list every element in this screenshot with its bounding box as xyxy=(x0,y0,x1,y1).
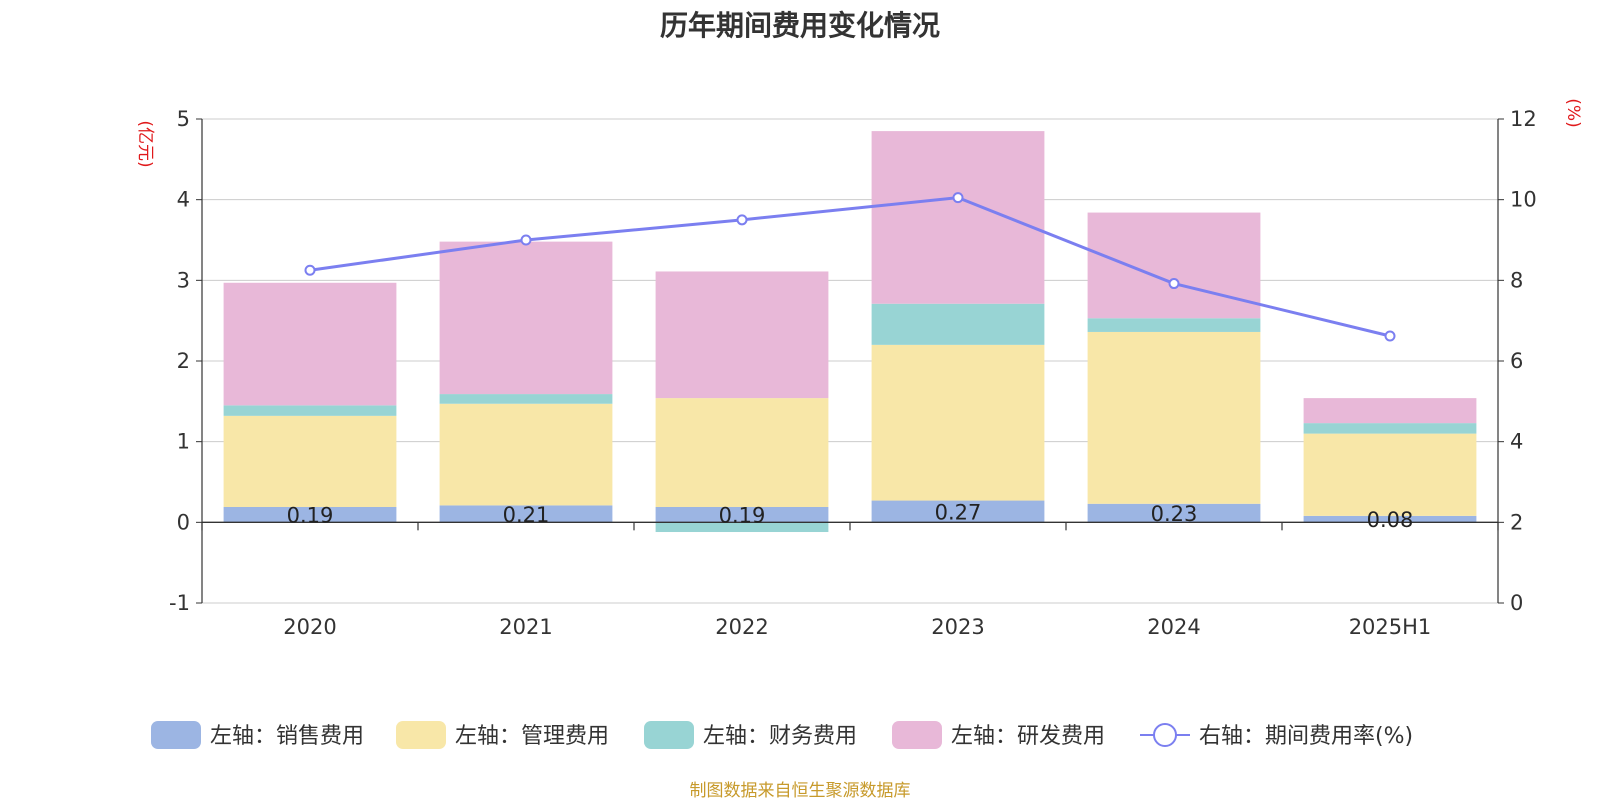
data-label: 0.23 xyxy=(1151,502,1198,526)
left-axis-tick-label: 2 xyxy=(177,349,190,373)
rate-point xyxy=(304,264,316,276)
bar-segment xyxy=(223,507,397,523)
legend-swatch xyxy=(396,721,446,749)
right-axis-tick-label: 10 xyxy=(1510,188,1537,212)
bar-segment xyxy=(655,522,829,533)
rate-point xyxy=(952,192,964,204)
legend-swatch xyxy=(892,721,942,749)
legend-swatch xyxy=(151,721,201,749)
data-label: 0.21 xyxy=(503,503,550,527)
right-axis-unit: (%) xyxy=(1563,98,1583,127)
legend-label: 左轴：管理费用 xyxy=(455,724,609,749)
bar-segment xyxy=(871,303,1045,345)
legend-item: 左轴：研发费用 xyxy=(892,721,1105,749)
legend-swatch xyxy=(644,721,694,749)
right-axis-tick-label: 8 xyxy=(1510,268,1523,292)
rate-point xyxy=(736,214,748,226)
right-axis-tick-label: 4 xyxy=(1510,430,1523,454)
data-label: 0.19 xyxy=(287,504,334,528)
bar-segment xyxy=(439,394,613,404)
bar-segment xyxy=(1303,433,1477,516)
source-footer: 制图数据来自恒生聚源数据库 xyxy=(689,781,911,801)
bar-segment xyxy=(1087,503,1261,523)
bar-segment xyxy=(1087,212,1261,319)
x-axis-tick-label: 2021 xyxy=(499,615,552,639)
data-label: 0.27 xyxy=(935,500,982,524)
left-axis-unit: (亿元) xyxy=(135,120,155,167)
bar-segment xyxy=(223,282,397,406)
legend-label: 右轴：期间费用率(%) xyxy=(1199,724,1413,749)
legend-item: 左轴：销售费用 xyxy=(151,721,364,749)
left-axis-tick-label: -1 xyxy=(169,591,190,615)
left-axis-tick-label: 4 xyxy=(177,188,190,212)
x-axis-tick-label: 2022 xyxy=(715,615,768,639)
rate-point xyxy=(1168,278,1180,290)
data-label: 0.19 xyxy=(719,504,766,528)
bar-segment xyxy=(1303,423,1477,434)
right-axis-tick-label: 2 xyxy=(1510,510,1523,534)
legend-label: 左轴：研发费用 xyxy=(951,724,1105,749)
left-axis-tick-label: 3 xyxy=(177,268,190,292)
bar-segment xyxy=(439,403,613,506)
legend-item: 左轴：财务费用 xyxy=(644,721,857,749)
bar-segment xyxy=(1303,515,1477,523)
legend-item: 左轴：管理费用 xyxy=(396,721,609,749)
data-label: 0.08 xyxy=(1367,508,1414,532)
chart-title: 历年期间费用变化情况 xyxy=(659,9,940,42)
left-axis-tick-label: 0 xyxy=(177,510,190,534)
right-axis-tick-label: 6 xyxy=(1510,349,1523,373)
rate-point xyxy=(1384,330,1396,342)
bar-segment xyxy=(223,405,397,416)
legend-item: 右轴：期间费用率(%) xyxy=(1140,723,1413,749)
bar-segment xyxy=(655,398,829,508)
right-axis-tick-label: 0 xyxy=(1510,591,1523,615)
x-axis-tick-label: 2023 xyxy=(931,615,984,639)
x-axis-tick-label: 2025H1 xyxy=(1349,615,1432,639)
legend-label: 左轴：销售费用 xyxy=(210,724,364,749)
left-axis-tick-label: 1 xyxy=(177,430,190,454)
bar-segment xyxy=(223,415,397,508)
legend-swatch-marker xyxy=(1153,723,1177,747)
bar-segment xyxy=(1087,331,1261,504)
bar-segment xyxy=(1087,318,1261,332)
rate-line xyxy=(309,196,1391,338)
rate-point xyxy=(520,234,532,246)
bar-segment xyxy=(655,271,829,399)
x-axis-tick-label: 2020 xyxy=(283,615,336,639)
bar-segment xyxy=(871,500,1045,523)
bar-segment xyxy=(1303,398,1477,424)
bar-segment xyxy=(439,505,613,523)
legend-label: 左轴：财务费用 xyxy=(703,724,857,749)
x-axis-tick-label: 2024 xyxy=(1147,615,1200,639)
bar-segment xyxy=(871,131,1045,304)
bar-segment xyxy=(655,507,829,523)
bar-segment xyxy=(439,241,613,395)
bar-segment xyxy=(871,344,1045,501)
left-axis-tick-label: 5 xyxy=(177,107,190,131)
right-axis-tick-label: 12 xyxy=(1510,107,1537,131)
